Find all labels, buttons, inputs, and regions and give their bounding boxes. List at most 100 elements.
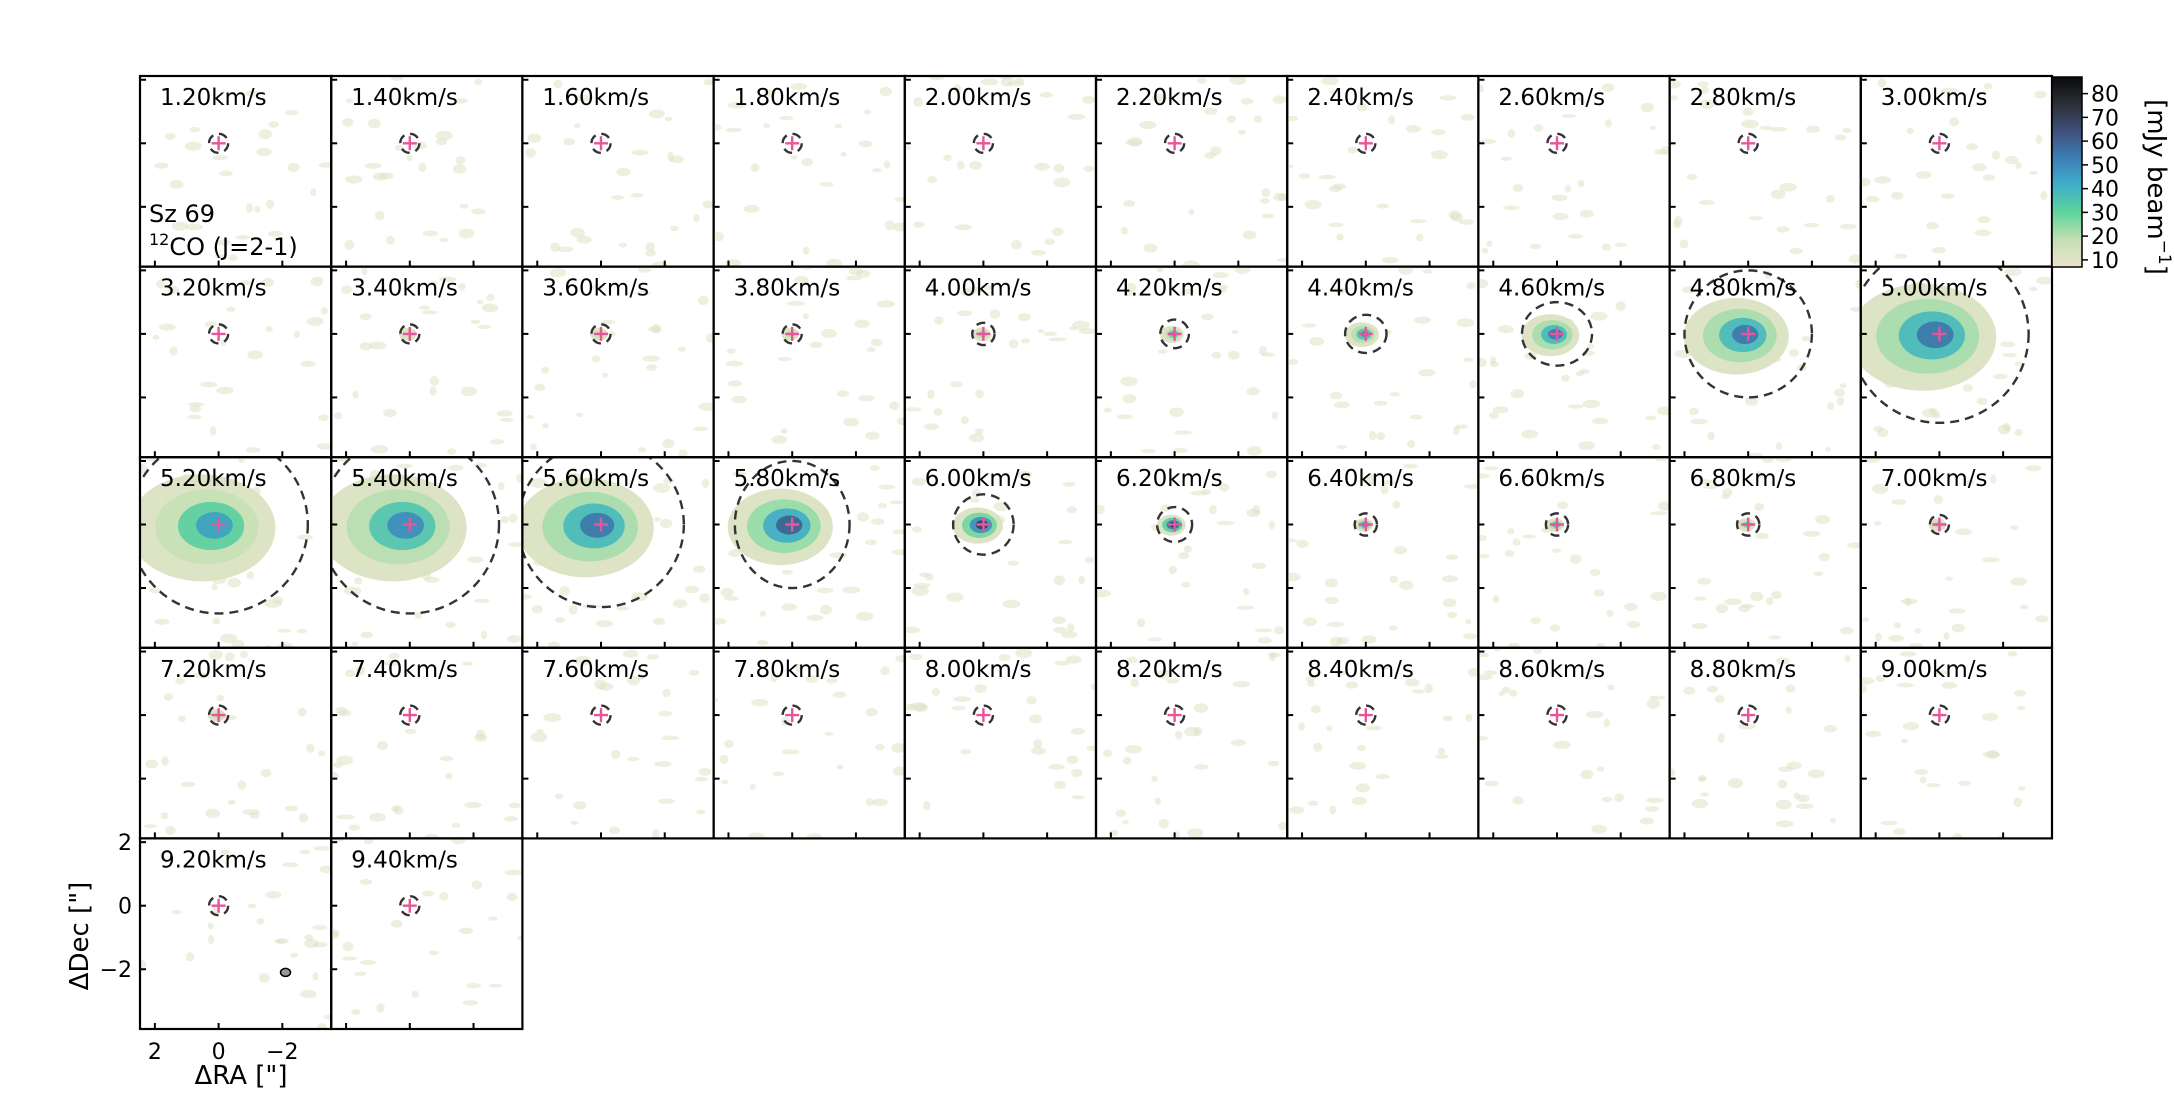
noise-speckle (265, 326, 273, 332)
noise-speckle (504, 869, 522, 876)
noise-speckle (699, 593, 710, 603)
noise-speckle (1913, 769, 1929, 776)
noise-speckle (1775, 457, 1792, 462)
mask-contour (590, 323, 612, 345)
noise-speckle (165, 825, 176, 836)
noise-speckle (318, 162, 332, 168)
noise-speckle (498, 481, 505, 491)
noise-speckle (2002, 352, 2018, 358)
star-marker (1932, 136, 1947, 151)
noise-speckle (1533, 647, 1543, 655)
annotation: Sz 69 12CO (J=2-1) (149, 200, 298, 261)
noise-speckle (1029, 714, 1042, 724)
noise-speckle (1615, 301, 1626, 311)
mask-contour (399, 132, 421, 155)
noise-speckle (1062, 481, 1076, 487)
noise-speckle (312, 972, 319, 981)
noise-speckle (1335, 670, 1349, 675)
velocity-label: 6.60km/s (1498, 466, 1605, 492)
noise-speckle (871, 168, 882, 173)
star-marker (594, 517, 608, 532)
noise-speckle (2000, 341, 2016, 348)
noise-speckle (1965, 479, 1975, 486)
noise-speckle (843, 417, 859, 427)
noise-speckle (451, 822, 461, 828)
noise-speckle (1727, 778, 1744, 788)
noise-speckle (1246, 387, 1261, 396)
noise-speckle (1880, 820, 1898, 826)
noise-speckle (1775, 442, 1783, 451)
noise-speckle (1775, 799, 1792, 810)
noise-speckle (1839, 383, 1847, 389)
noise-speckle (547, 641, 560, 648)
noise-speckle (1182, 260, 1200, 267)
noise-speckle (344, 239, 355, 250)
noise-speckle (285, 109, 299, 116)
noise-speckle (672, 599, 688, 608)
noise-speckle (1679, 239, 1689, 249)
noise-speckle (331, 928, 340, 938)
noise-speckle (904, 703, 917, 711)
noise-speckle (1332, 287, 1349, 294)
noise-speckle (1860, 177, 1871, 187)
noise-speckle (1585, 710, 1604, 719)
noise-speckle (725, 360, 744, 367)
star-marker (976, 136, 991, 151)
noise-speckle (227, 577, 241, 588)
noise-speckle (631, 149, 649, 156)
channel-panel: 6.60km/s (1477, 456, 1671, 649)
noise-speckle (1268, 520, 1276, 530)
noise-speckle (1184, 726, 1201, 737)
noise-speckle (300, 989, 317, 999)
noise-speckle (506, 892, 518, 902)
channel-panel: 4.60km/s (1477, 265, 1671, 459)
noise-speckle (235, 235, 250, 240)
noise-speckle (435, 130, 453, 141)
noise-speckle (1448, 210, 1461, 220)
noise-speckle (374, 211, 385, 221)
panel-content (1289, 665, 1479, 815)
noise-speckle (1309, 336, 1325, 346)
channel-panel: 2.40km/s (1286, 74, 1480, 268)
noise-speckle (1860, 677, 1875, 685)
noise-speckle (424, 833, 439, 839)
noise-speckle (1174, 430, 1192, 435)
noise-speckle (1568, 233, 1583, 239)
noise-speckle (974, 684, 987, 694)
noise-speckle (802, 246, 810, 255)
mask-contour (1683, 269, 1814, 399)
velocity-label: 8.80km/s (1690, 657, 1797, 683)
x-tick-label: 2 (148, 1040, 162, 1065)
noise-speckle (780, 428, 788, 434)
noise-speckle (193, 672, 208, 679)
noise-speckle (476, 300, 484, 305)
noise-speckle (448, 464, 464, 471)
noise-speckle (713, 232, 725, 242)
noise-speckle (637, 266, 652, 273)
noise-speckle (496, 410, 513, 417)
noise-speckle (452, 164, 467, 174)
star-marker (1741, 326, 1756, 341)
noise-speckle (1614, 242, 1627, 247)
channel-panel: 6.40km/s (1286, 456, 1480, 649)
noise-speckle (1259, 345, 1268, 356)
noise-speckle (411, 990, 419, 998)
noise-speckle (261, 277, 275, 287)
noise-speckle (1231, 330, 1239, 335)
noise-speckle (627, 675, 640, 686)
noise-speckle (169, 179, 184, 190)
noise-speckle (335, 706, 348, 715)
noise-speckle (1103, 749, 1113, 758)
noise-speckle (1492, 406, 1509, 414)
noise-speckle (732, 471, 746, 477)
noise-speckle (348, 824, 361, 831)
noise-speckle (1806, 125, 1821, 133)
noise-speckle (1597, 766, 1605, 772)
noise-speckle (1187, 828, 1204, 838)
velocity-label: 9.00km/s (1881, 657, 1988, 683)
noise-speckle (318, 414, 329, 422)
noise-speckle (1931, 670, 1949, 675)
noise-speckle (1669, 768, 1676, 777)
star-marker (211, 136, 226, 151)
velocity-label: 5.60km/s (542, 466, 649, 492)
